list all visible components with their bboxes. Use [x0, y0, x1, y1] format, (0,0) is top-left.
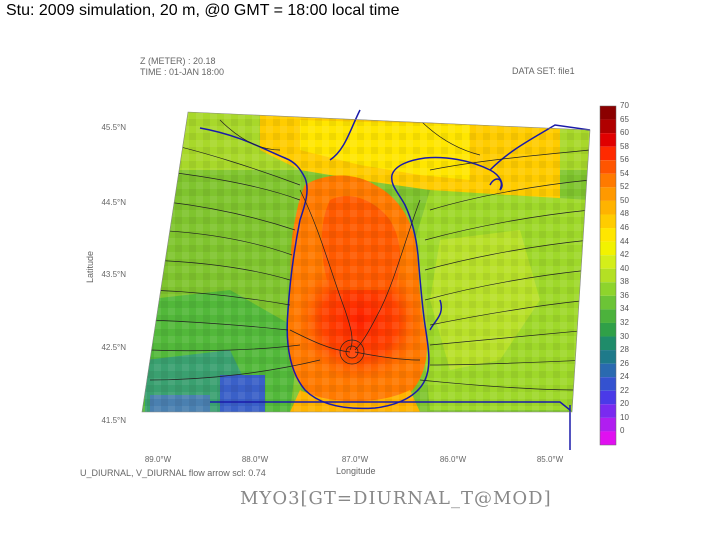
colorbar-level-label: 40 [620, 263, 629, 273]
colorbar-level-label: 30 [620, 331, 629, 341]
lon-tick-label: 85.0°W [536, 455, 564, 464]
colorbar-swatch [600, 241, 616, 256]
colorbar-swatch [600, 228, 616, 242]
colorbar-level-label: 48 [620, 209, 629, 219]
lon-tick-label: 88.0°W [241, 455, 269, 464]
colorbar-swatch [600, 309, 616, 323]
colorbar-swatch [600, 336, 616, 351]
colorbar-swatch [600, 322, 616, 337]
colorbar-level-label: 24 [620, 372, 629, 382]
colorbar-level-label: 58 [620, 141, 629, 151]
temperature-field [142, 112, 590, 412]
colorbar-level-label: 65 [620, 114, 629, 124]
colorbar-swatch [600, 146, 616, 161]
lon-tick-label: 89.0°W [144, 455, 172, 464]
slide-title: Stu: 2009 simulation, 20 m, @0 GMT = 18:… [6, 2, 400, 19]
colorbar-level-label: 54 [620, 168, 629, 178]
lat-tick-label: 44.5°N [101, 198, 126, 207]
plot-frame [141, 111, 591, 413]
lon-tick-label: 87.0°W [341, 455, 369, 464]
colorbar-level-label: 46 [620, 223, 629, 233]
colorbar-swatch [600, 363, 616, 378]
colorbar-level-label: 34 [620, 304, 629, 314]
colorbar-swatch [600, 200, 616, 215]
lon-tick-label: 86.0°W [439, 455, 467, 464]
colorbar-swatch [600, 119, 616, 134]
colorbar-level-label: 42 [620, 250, 629, 260]
flow-streamlines [149, 119, 590, 391]
colorbar-level-label: 36 [620, 290, 629, 300]
colorbar-swatch [600, 255, 616, 269]
colorbar-level-label: 0 [620, 426, 625, 436]
colorbar-level-label: 38 [620, 277, 629, 287]
colorbar-level-label: 20 [620, 399, 629, 409]
colorbar-level-label: 52 [620, 182, 629, 192]
colorbar-swatch [600, 404, 616, 418]
lat-tick-label: 45.5°N [101, 123, 126, 132]
colorbar [599, 105, 617, 446]
colorbar-level-label: 50 [620, 195, 629, 205]
colorbar-swatch [600, 377, 616, 391]
colorbar-level-label: 44 [620, 236, 629, 246]
colorbar-swatch [600, 160, 616, 174]
x-axis-label: Longitude [336, 466, 376, 476]
colorbar-level-label: 26 [620, 358, 629, 368]
colorbar-swatch [600, 282, 616, 296]
colorbar-swatch [600, 390, 616, 405]
colorbar-level-label: 60 [620, 128, 629, 138]
lat-tick-label: 42.5°N [101, 343, 126, 352]
colorbar-swatch [600, 295, 616, 310]
dataset-label: DATA SET: file1 [512, 66, 575, 76]
vector-caption: U_DIURNAL, V_DIURNAL flow arrow scl: 0.7… [80, 468, 266, 478]
colorbar-swatch [600, 214, 616, 229]
colorbar-swatch [600, 431, 616, 445]
colorbar-swatch [600, 133, 616, 147]
colorbar-swatch [600, 417, 616, 432]
colorbar-level-label: 22 [620, 385, 629, 395]
coastline [199, 109, 591, 450]
colorbar-level-label: 70 [620, 101, 629, 110]
lat-tick-label: 43.5°N [101, 270, 126, 279]
colorbar-level-label: 10 [620, 412, 629, 422]
colorbar-swatch [600, 173, 616, 188]
colorbar-swatch [600, 350, 616, 364]
colorbar-swatch [600, 187, 616, 201]
header-z-level: Z (METER) : 20.18 [140, 56, 216, 66]
colorbar-frame [599, 105, 617, 446]
header-time: TIME : 01-JAN 18:00 [140, 67, 225, 77]
colorbar-swatch [600, 106, 616, 120]
variable-footer: MYO3[GT=DIURNAL_T@MOD] [240, 488, 552, 509]
colorbar-level-label: 28 [620, 345, 629, 355]
lat-tick-label: 41.5°N [101, 416, 126, 425]
colorbar-swatch [600, 268, 616, 283]
colorbar-level-label: 56 [620, 155, 629, 165]
colorbar-level-label: 32 [620, 317, 629, 327]
